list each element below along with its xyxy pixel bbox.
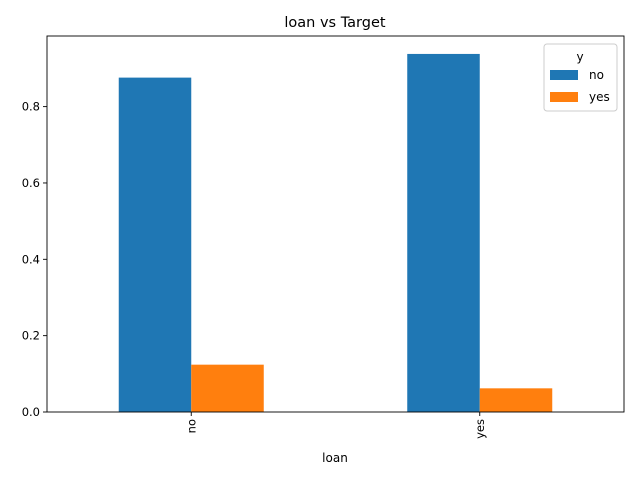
y-tick-label: 0.2 xyxy=(22,329,40,343)
bars-group xyxy=(118,53,553,413)
plot-frame xyxy=(46,35,625,413)
y-tick-label: 0.8 xyxy=(22,100,40,114)
y-tick-label: 0.0 xyxy=(22,405,40,419)
y-tick-label: 0.4 xyxy=(22,252,40,266)
y-axis: 0.0 0.2 0.4 0.6 0.8 xyxy=(22,100,47,419)
bar-no-no xyxy=(118,77,192,413)
x-tick-label-yes: yes xyxy=(473,419,487,439)
bar-yes-no xyxy=(407,53,480,412)
legend-label-no: no xyxy=(589,68,604,82)
legend: y no yes xyxy=(543,43,618,112)
chart-title: loan vs Target xyxy=(284,15,386,31)
legend-items: no yes xyxy=(550,68,610,104)
legend-title: y xyxy=(576,50,583,64)
bar-yes-yes xyxy=(479,388,553,412)
x-axis-label: loan xyxy=(322,451,348,465)
legend-swatch-yes xyxy=(550,92,578,102)
legend-label-yes: yes xyxy=(589,90,610,104)
x-tick-label-no: no xyxy=(184,419,198,433)
bar-no-yes xyxy=(191,364,264,412)
legend-swatch-no xyxy=(550,70,578,80)
y-tick-label: 0.6 xyxy=(22,176,40,190)
x-axis: no yes xyxy=(184,412,487,439)
